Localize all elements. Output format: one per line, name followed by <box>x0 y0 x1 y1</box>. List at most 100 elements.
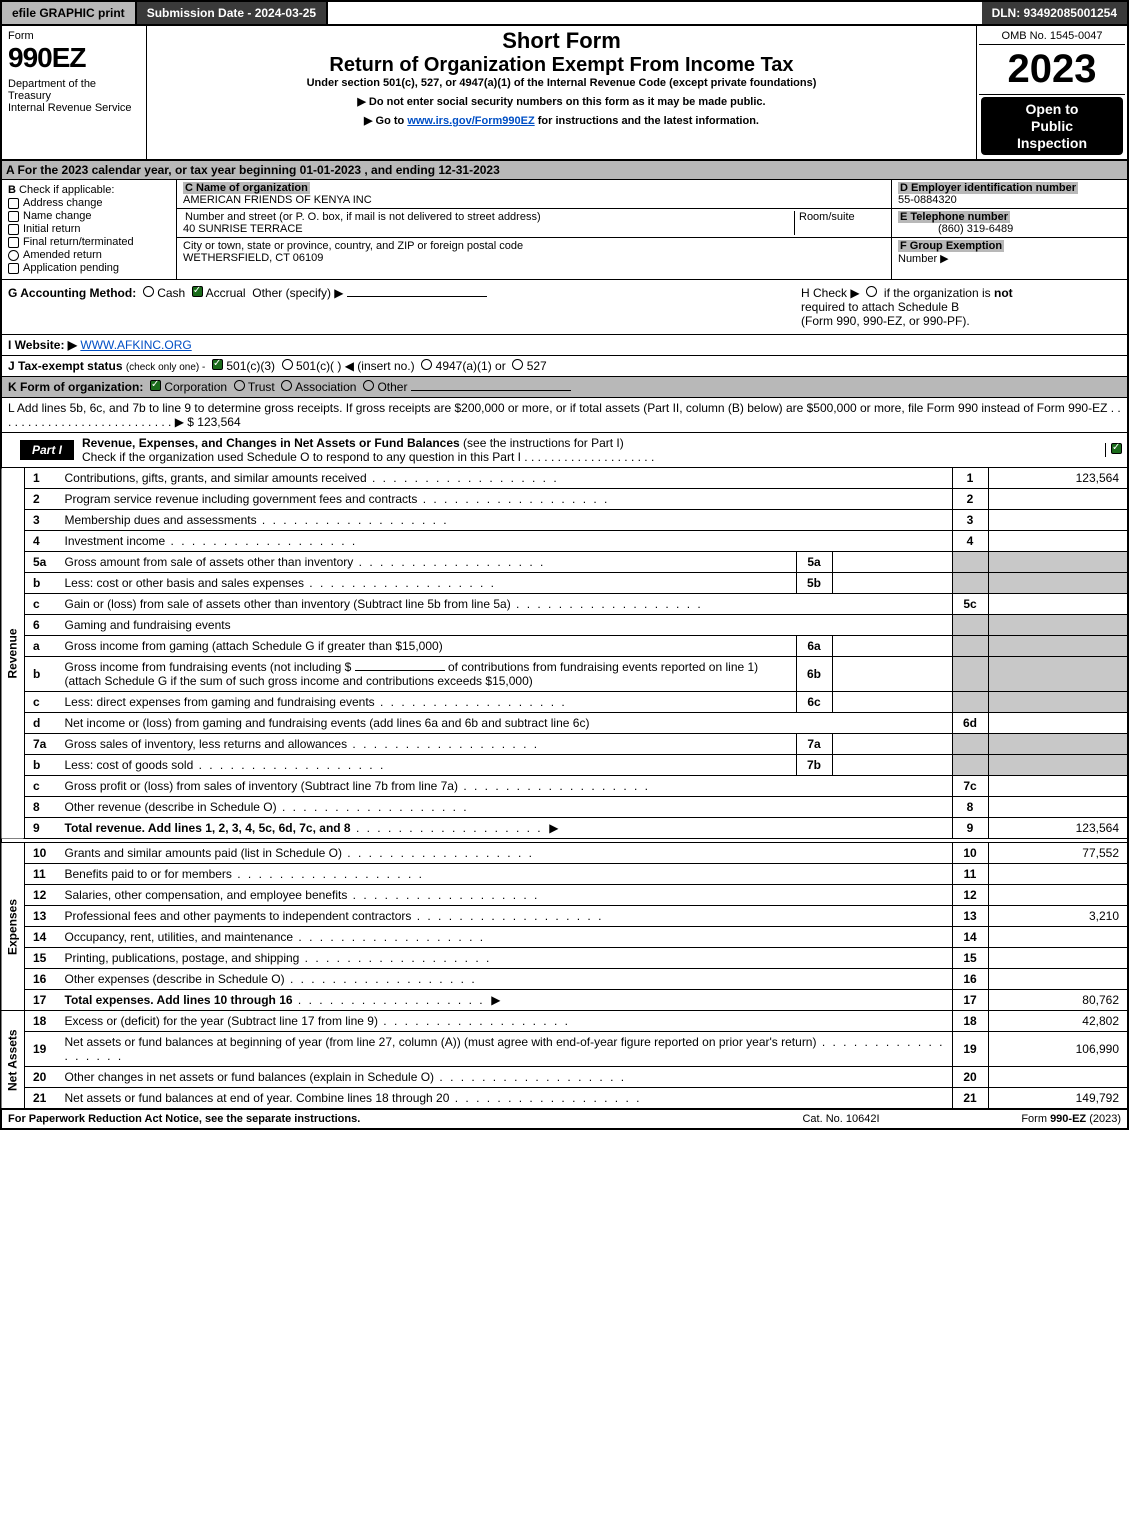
radio-4947[interactable] <box>421 359 432 370</box>
return-title: Return of Organization Exempt From Incom… <box>153 54 970 77</box>
radio-527[interactable] <box>512 359 523 370</box>
checkbox-initial-return[interactable] <box>8 224 19 235</box>
h-text4: (Form 990, 990-EZ, or 990-PF). <box>801 314 970 328</box>
ln17-amt: 80,762 <box>988 990 1128 1011</box>
ln15-desc: Printing, publications, postage, and shi… <box>65 951 492 965</box>
ln8-desc: Other revenue (describe in Schedule O) <box>65 800 469 814</box>
block-b-c-d: B Check if applicable: Address change Na… <box>0 180 1129 280</box>
form-word: Form <box>8 30 140 42</box>
form-header: Form 990EZ Department of the Treasury In… <box>0 26 1129 161</box>
ln6-desc: Gaming and fundraising events <box>65 618 231 632</box>
checkbox-501c3[interactable] <box>212 359 223 370</box>
ln9-amt: 123,564 <box>988 818 1128 839</box>
opt-amended-return: Amended return <box>23 249 102 261</box>
ln1-num: 1 <box>25 468 61 489</box>
checkbox-name-change[interactable] <box>8 211 19 222</box>
ln1-rnum: 1 <box>952 468 988 489</box>
ln21-amt: 149,792 <box>988 1088 1128 1109</box>
j-sub: (check only one) - <box>126 362 205 373</box>
checkbox-corp[interactable] <box>150 380 161 391</box>
ln1-amt: 123,564 <box>988 468 1128 489</box>
ln19-desc: Net assets or fund balances at beginning… <box>65 1035 945 1063</box>
i-label: I Website: ▶ <box>8 338 77 352</box>
ln19-amt: 106,990 <box>988 1032 1128 1067</box>
ln4-desc: Investment income <box>65 534 358 548</box>
row-k: K Form of organization: Corporation Trus… <box>0 377 1129 398</box>
checkbox-final-return[interactable] <box>8 237 19 248</box>
footer-right: Form 990-EZ (2023) <box>941 1113 1121 1125</box>
ln2-desc: Program service revenue including govern… <box>65 492 610 506</box>
phone-value: (860) 319-6489 <box>898 223 1013 235</box>
ln14-desc: Occupancy, rent, utilities, and maintena… <box>65 930 486 944</box>
j-label: J Tax-exempt status <box>8 359 123 373</box>
street-label: Number and street (or P. O. box, if mail… <box>183 211 543 223</box>
ln10-amt: 77,552 <box>988 843 1128 864</box>
ln13-amt: 3,210 <box>988 906 1128 927</box>
omb-number: OMB No. 1545-0047 <box>979 28 1125 45</box>
ln12-desc: Salaries, other compensation, and employ… <box>65 888 540 902</box>
ln7b-desc: Less: cost of goods sold <box>65 758 386 772</box>
goto-link[interactable]: www.irs.gov/Form990EZ <box>407 115 534 127</box>
h-text2: if the organization is <box>884 286 994 300</box>
radio-trust[interactable] <box>234 380 245 391</box>
short-form-title: Short Form <box>153 28 970 54</box>
form-number: 990EZ <box>8 42 140 74</box>
ln13-desc: Professional fees and other payments to … <box>65 909 604 923</box>
opt-final-return: Final return/terminated <box>23 236 134 248</box>
g-other: Other (specify) ▶ <box>252 286 343 300</box>
checkbox-part-i-sched-o[interactable] <box>1111 443 1122 454</box>
opt-address-change: Address change <box>23 197 103 209</box>
ln16-desc: Other expenses (describe in Schedule O) <box>65 972 477 986</box>
goto-pre: ▶ Go to <box>364 115 407 127</box>
dept-label: Department of the Treasury Internal Reve… <box>8 78 140 114</box>
g-label: G Accounting Method: <box>8 286 136 300</box>
no-ssn-text: ▶ Do not enter social security numbers o… <box>153 95 970 108</box>
dln-label: DLN: 93492085001254 <box>982 2 1127 24</box>
f-label: F Group Exemption <box>898 240 1004 252</box>
j-o1: 501(c)(3) <box>226 359 275 373</box>
j-o4: 527 <box>527 359 547 373</box>
g-accrual: Accrual <box>206 286 246 300</box>
footer-left: For Paperwork Reduction Act Notice, see … <box>8 1113 741 1125</box>
b-letter: B <box>8 184 16 196</box>
goto-post: for instructions and the latest informat… <box>535 115 759 127</box>
radio-cash[interactable] <box>143 286 154 297</box>
rot-expenses: Expenses <box>1 843 25 1011</box>
page-footer: For Paperwork Reduction Act Notice, see … <box>0 1109 1129 1130</box>
part-i-tag: Part I <box>20 440 74 460</box>
checkbox-amended-return[interactable] <box>8 250 19 261</box>
website-link[interactable]: WWW.AFKINC.ORG <box>80 338 191 352</box>
l-text: L Add lines 5b, 6c, and 7b to line 9 to … <box>8 401 1121 429</box>
ln21-desc: Net assets or fund balances at end of ye… <box>65 1091 642 1105</box>
checkbox-application-pending[interactable] <box>8 263 19 274</box>
part-i-sub: (see the instructions for Part I) <box>463 436 624 450</box>
row-i: I Website: ▶ WWW.AFKINC.ORG <box>0 335 1129 356</box>
ln20-desc: Other changes in net assets or fund bala… <box>65 1070 627 1084</box>
radio-501c[interactable] <box>282 359 293 370</box>
column-b: B Check if applicable: Address change Na… <box>2 180 177 279</box>
top-bar: efile GRAPHIC print Submission Date - 20… <box>0 0 1129 26</box>
ln1-desc: Contributions, gifts, grants, and simila… <box>65 471 559 485</box>
radio-other-org[interactable] <box>363 380 374 391</box>
d-label: D Employer identification number <box>898 182 1078 194</box>
radio-h-check[interactable] <box>866 286 877 297</box>
ln6d-desc: Net income or (loss) from gaming and fun… <box>65 716 590 730</box>
opt-name-change: Name change <box>23 210 92 222</box>
h-text3: required to attach Schedule B <box>801 300 959 314</box>
ln17-desc: Total expenses. Add lines 10 through 16 <box>65 993 293 1007</box>
radio-assoc[interactable] <box>281 380 292 391</box>
city-label: City or town, state or province, country… <box>183 240 523 252</box>
opt-initial-return: Initial return <box>23 223 80 235</box>
j-o3: 4947(a)(1) or <box>436 359 506 373</box>
checkbox-address-change[interactable] <box>8 198 19 209</box>
j-o2: 501(c)( ) ◀ (insert no.) <box>296 359 415 373</box>
under-section-text: Under section 501(c), 527, or 4947(a)(1)… <box>153 77 970 89</box>
ln18-desc: Excess or (deficit) for the year (Subtra… <box>65 1014 570 1028</box>
efile-print-button[interactable]: efile GRAPHIC print <box>2 2 137 24</box>
g-cash: Cash <box>157 286 185 300</box>
rot-netassets: Net Assets <box>1 1011 25 1109</box>
checkbox-accrual[interactable] <box>192 286 203 297</box>
ln5b-desc: Less: cost or other basis and sales expe… <box>65 576 497 590</box>
k-o1: Corporation <box>164 380 227 394</box>
h-text1: H Check ▶ <box>801 286 860 300</box>
